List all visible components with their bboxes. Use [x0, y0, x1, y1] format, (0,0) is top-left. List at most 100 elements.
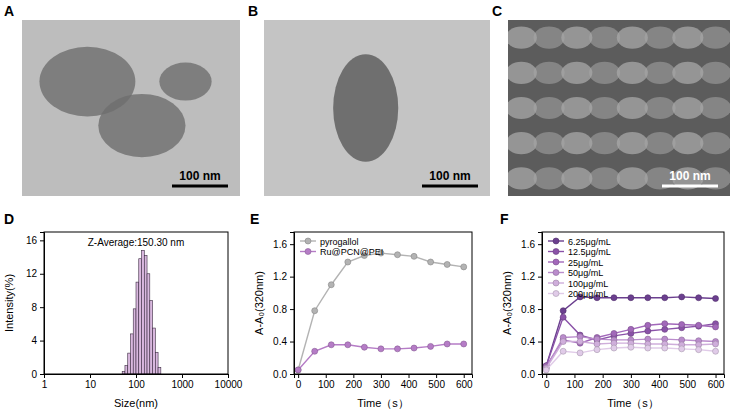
point: [645, 345, 651, 351]
tick-label: 0.4: [273, 336, 287, 347]
specimen: [672, 97, 703, 119]
tick: 0.8: [521, 304, 542, 315]
tick-label: 4: [31, 335, 37, 346]
point: [696, 295, 702, 301]
point: [713, 341, 719, 347]
point: [560, 308, 566, 314]
tick: 4: [31, 335, 44, 346]
specimen: [645, 27, 676, 49]
legend-label: 12.5μg/mL: [568, 247, 611, 257]
panel-letter: A: [4, 3, 14, 19]
specimen: [617, 62, 648, 84]
specimen: [561, 62, 592, 84]
tick-label: 200: [345, 379, 362, 390]
tick-mark: [716, 374, 717, 378]
tick: 600: [708, 374, 725, 390]
tick-mark: [290, 309, 294, 310]
point: [611, 295, 617, 301]
tick: 1: [42, 374, 48, 390]
point: [411, 253, 417, 259]
point: [543, 367, 549, 373]
point: [713, 296, 719, 302]
tick-mark: [40, 307, 44, 308]
x-axis: 110100100010000: [42, 374, 243, 390]
point: [628, 295, 634, 301]
tick-label: 100: [318, 379, 335, 390]
point: [461, 341, 467, 347]
micrograph: [22, 20, 240, 196]
tick-label: 0.8: [521, 304, 535, 315]
specimen: [561, 167, 592, 189]
tick: 400: [651, 374, 668, 390]
tick: 1.6: [521, 239, 542, 250]
specimen: [561, 97, 592, 119]
tick-label: 100: [128, 379, 145, 390]
tick-mark: [136, 374, 137, 378]
y-axis: 0.00.40.81.21.6: [521, 233, 542, 380]
point: [345, 259, 351, 265]
legend-label: 50μg/mL: [568, 268, 603, 278]
legend-marker: [553, 259, 559, 265]
legend-label: 25μg/mL: [568, 258, 603, 268]
bar: [153, 328, 156, 374]
point: [696, 323, 702, 329]
tick-mark: [631, 374, 632, 378]
specimen: [645, 132, 676, 154]
tick-label: 1.2: [521, 271, 535, 282]
panel: 01002003004005006000.00.40.81.21.66.25μg…: [500, 211, 725, 409]
point: [662, 321, 668, 327]
tick-label: 0.4: [521, 336, 535, 347]
tick: 100: [318, 374, 335, 390]
legend: pyrogallolRu@PCN@PEI: [300, 237, 383, 258]
panel: 100 nm C: [492, 3, 731, 196]
specimen: [617, 132, 648, 154]
point: [594, 341, 600, 347]
tick-mark: [182, 374, 183, 378]
specimen: [534, 132, 565, 154]
point: [713, 324, 719, 330]
axis-line: [538, 233, 543, 375]
tick-label: 0: [296, 379, 302, 390]
scale-bar-label: 100 nm: [429, 169, 470, 183]
tick: 300: [623, 374, 640, 390]
x-axis-title: Size(nm): [114, 397, 158, 409]
line: [546, 297, 715, 366]
tick-label: 0: [544, 379, 550, 390]
bar: [158, 367, 161, 374]
tick-mark: [290, 342, 294, 343]
line: [298, 253, 464, 370]
specimen: [617, 97, 648, 119]
y-axis: 0481216: [26, 233, 45, 380]
specimen: [534, 97, 565, 119]
scale-bar: [172, 185, 228, 188]
series-group: [295, 250, 467, 373]
tick-mark: [326, 374, 327, 378]
panel-letter: C: [492, 3, 502, 19]
tick-mark: [228, 374, 229, 378]
legend-marker: [553, 238, 559, 244]
specimen: [672, 62, 703, 84]
point: [312, 348, 318, 354]
point: [662, 326, 668, 332]
point: [361, 344, 367, 350]
tick-mark: [409, 374, 410, 378]
panel: 100 nmB: [248, 3, 490, 196]
plot-frame: [44, 232, 228, 374]
line: [298, 344, 464, 370]
bar: [139, 259, 142, 374]
tick: 1.6: [273, 239, 294, 250]
y-axis-title: A-A₀(320nm): [501, 271, 513, 335]
point: [611, 345, 617, 351]
axis-line: [543, 375, 725, 379]
point: [645, 295, 651, 301]
point: [679, 294, 685, 300]
bar: [142, 250, 145, 374]
tick-mark: [538, 309, 542, 310]
specimen: [508, 62, 537, 84]
tick-mark: [538, 374, 542, 375]
scale-bar-label: 100 nm: [669, 169, 710, 183]
tick: 0.8: [273, 304, 294, 315]
tick-mark: [40, 374, 44, 375]
specimen: [700, 62, 730, 84]
legend-label: 200μg/mL: [568, 289, 608, 299]
